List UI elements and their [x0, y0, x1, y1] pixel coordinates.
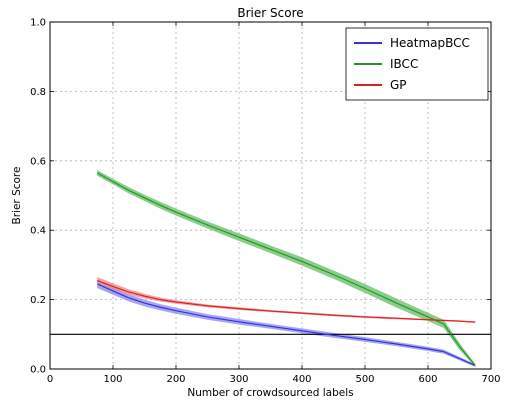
y-tick-label: 0.0 — [30, 365, 46, 376]
x-tick-label: 700 — [481, 374, 500, 385]
x-tick-label: 600 — [418, 374, 437, 385]
series-band-ibcc — [97, 170, 476, 367]
y-tick-label: 1.0 — [30, 18, 46, 29]
x-axis-title: Number of crowdsourced labels — [187, 387, 353, 399]
y-tick-label: 0.2 — [30, 295, 46, 306]
x-tick-label: 0 — [47, 374, 53, 385]
legend-label-heatmapbcc: HeatmapBCC — [390, 36, 470, 50]
x-tick-label: 500 — [355, 374, 374, 385]
series-line-gp — [97, 279, 476, 323]
series-lines — [96, 172, 476, 367]
chart-title: Brier Score — [237, 6, 303, 20]
plot-frame — [49, 21, 492, 370]
x-tick-label: 300 — [229, 374, 248, 385]
y-tick-label: 0.6 — [30, 156, 46, 167]
y-axis-title: Brier Score — [11, 167, 23, 225]
grid — [50, 22, 491, 369]
y-axis-ticks: 0.0 0.2 0.4 0.6 0.8 1.0 — [30, 18, 491, 376]
legend-label-ibcc: IBCC — [390, 57, 418, 71]
x-tick-label: 200 — [166, 374, 185, 385]
x-tick-label: 100 — [103, 374, 122, 385]
x-tick-label: 400 — [292, 374, 311, 385]
series-line-ibcc — [96, 172, 476, 366]
series-line-heatmapbcc — [97, 283, 476, 367]
legend-label-gp: GP — [390, 78, 407, 92]
series-band-gp — [97, 277, 476, 323]
y-tick-label: 0.4 — [30, 226, 46, 237]
x-axis-ticks: 0 100 200 300 400 500 600 700 — [47, 22, 501, 385]
legend: HeatmapBCC IBCC GP — [345, 27, 489, 101]
series-band-heatmapbcc — [97, 279, 476, 367]
confidence-bands — [97, 170, 476, 367]
y-tick-label: 0.8 — [30, 87, 46, 98]
